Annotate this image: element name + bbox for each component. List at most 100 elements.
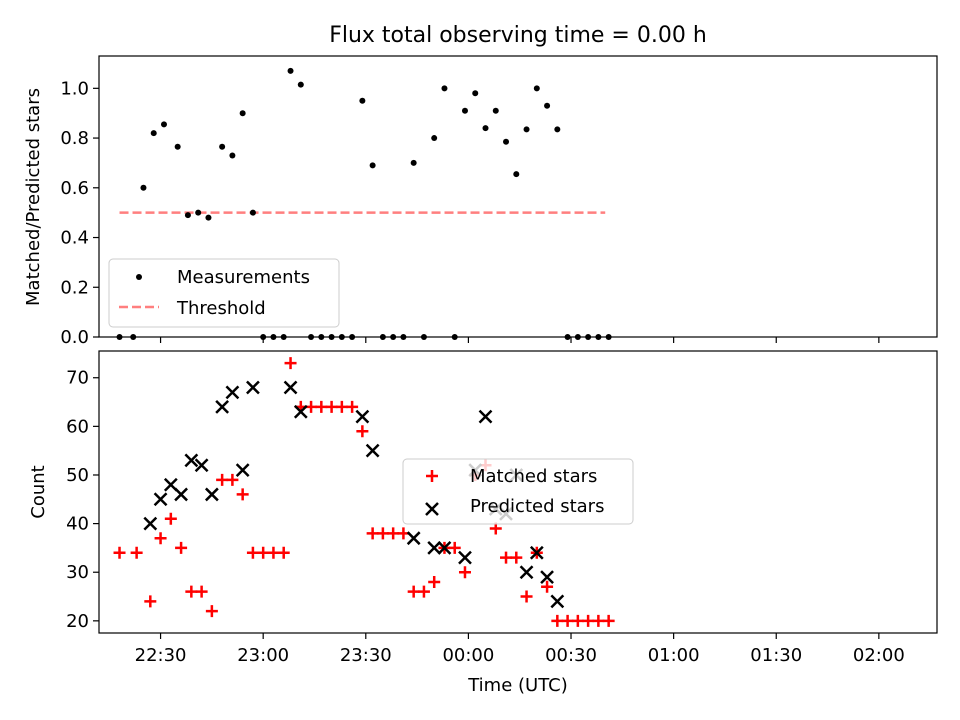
measurement-point xyxy=(195,209,202,216)
measurement-point xyxy=(205,214,212,221)
predicted-star-point xyxy=(519,565,534,580)
matched-star-point xyxy=(346,400,359,413)
matched-star-point xyxy=(315,400,328,413)
predicted-star-point xyxy=(406,531,421,546)
matched-star-point xyxy=(366,527,379,540)
measurement-point xyxy=(160,121,167,128)
count-x-tick-label: 00:30 xyxy=(545,645,597,666)
measurement-point xyxy=(513,171,520,178)
count-y-tick-label: 50 xyxy=(66,465,89,486)
legend-matched-marker xyxy=(426,470,438,482)
matched-star-point xyxy=(226,473,239,486)
matched-star-point xyxy=(144,595,157,608)
matched-star-point xyxy=(551,614,564,627)
count-y-tick-label: 20 xyxy=(66,611,89,632)
measurement-point xyxy=(150,130,157,137)
predicted-star-point xyxy=(143,516,158,531)
matched-star-point xyxy=(376,527,389,540)
predicted-star-point xyxy=(283,380,298,395)
predicted-star-point xyxy=(293,404,308,419)
measurement-point xyxy=(461,107,468,114)
predicted-star-point xyxy=(437,541,452,555)
measurement-point xyxy=(441,85,448,92)
measurement-point xyxy=(239,110,246,117)
ratio-y-axis-label: Matched/Predicted stars xyxy=(23,88,44,306)
matched-star-point xyxy=(602,614,615,627)
predicted-star-point xyxy=(478,409,493,424)
predicted-star-point xyxy=(235,463,250,478)
matched-star-point xyxy=(510,551,523,564)
measurement-point xyxy=(472,90,479,97)
matched-star-point xyxy=(335,400,348,413)
matched-star-point xyxy=(520,590,533,603)
ratio-y-tick-label: 1.0 xyxy=(60,78,89,99)
measurement-point xyxy=(533,85,540,92)
measurement-point xyxy=(359,97,366,104)
count-x-tick-label: 00:00 xyxy=(442,645,494,666)
ratio-y-tick-label: 0.0 xyxy=(60,327,89,348)
measurement-point xyxy=(410,159,417,166)
count-x-tick-label: 23:30 xyxy=(340,645,392,666)
measurement-point xyxy=(140,184,147,191)
predicted-star-point xyxy=(540,570,554,584)
matched-star-point xyxy=(284,357,297,370)
measurement-point xyxy=(249,209,256,216)
count-x-tick-label: 23:00 xyxy=(237,645,289,666)
measurement-point xyxy=(174,143,181,150)
matched-star-point xyxy=(448,541,461,554)
matched-star-point xyxy=(130,546,143,559)
count-y-tick-label: 40 xyxy=(66,514,89,535)
matched-star-point xyxy=(195,585,208,598)
predicted-star-point xyxy=(550,594,565,609)
predicted-star-point xyxy=(174,487,188,502)
ratio-chart-title: Flux total observing time = 0.00 h xyxy=(329,23,707,48)
predicted-star-point xyxy=(204,487,219,502)
matched-star-point xyxy=(277,546,290,559)
matched-star-point xyxy=(561,614,574,627)
predicted-star-point xyxy=(184,453,199,468)
measurement-point xyxy=(503,138,510,145)
matched-star-point xyxy=(267,546,280,559)
count-y-tick-label: 60 xyxy=(66,416,89,437)
matched-star-point xyxy=(246,546,259,559)
measurement-point xyxy=(554,126,561,133)
count-legend: Matched stars Predicted stars xyxy=(402,458,634,525)
matched-star-point xyxy=(154,532,167,545)
predicted-star-point xyxy=(194,458,209,473)
matched-star-point xyxy=(387,527,400,540)
ratio-legend: Measurements Threshold xyxy=(108,258,340,328)
legend-predicted-marker xyxy=(425,502,439,516)
predicted-star-point xyxy=(355,409,370,424)
matched-star-point xyxy=(325,400,338,413)
ratio-axes-frame xyxy=(98,55,938,338)
matched-star-point xyxy=(164,512,177,525)
matched-star-point xyxy=(257,546,270,559)
ratio-y-tick-label: 0.4 xyxy=(60,228,89,249)
matched-star-point xyxy=(458,566,471,579)
measurement-point xyxy=(297,81,304,88)
matched-star-point xyxy=(407,585,420,598)
predicted-star-point xyxy=(246,380,260,395)
measurement-point xyxy=(492,107,499,114)
ratio-y-tick-label: 0.6 xyxy=(60,178,89,199)
count-x-tick-label: 02:00 xyxy=(853,645,905,666)
ratio-axis-ticks: 0.0 0.2 0.4 0.6 0.8 1.0 xyxy=(60,78,880,348)
predicted-star-point xyxy=(529,545,544,560)
count-y-axis-label: Count xyxy=(28,465,49,518)
matched-star-point xyxy=(205,605,218,618)
matched-star-point xyxy=(216,473,229,486)
ratio-y-tick-label: 0.2 xyxy=(60,277,89,298)
measurement-point xyxy=(229,152,236,159)
legend-matched-label: Matched stars xyxy=(470,466,597,487)
count-plot-area xyxy=(113,357,615,627)
legend-measurements-marker xyxy=(136,274,142,280)
predicted-star-point xyxy=(153,492,168,507)
measurement-point xyxy=(369,162,376,169)
matched-star-point xyxy=(582,614,595,627)
count-x-tick-label: 01:00 xyxy=(648,645,700,666)
count-x-tick-label: 22:30 xyxy=(135,645,187,666)
count-axis-ticks: 20 30 40 50 60 70 22:30 23:00 23:30 00:00 00:30 01:… xyxy=(66,368,905,666)
